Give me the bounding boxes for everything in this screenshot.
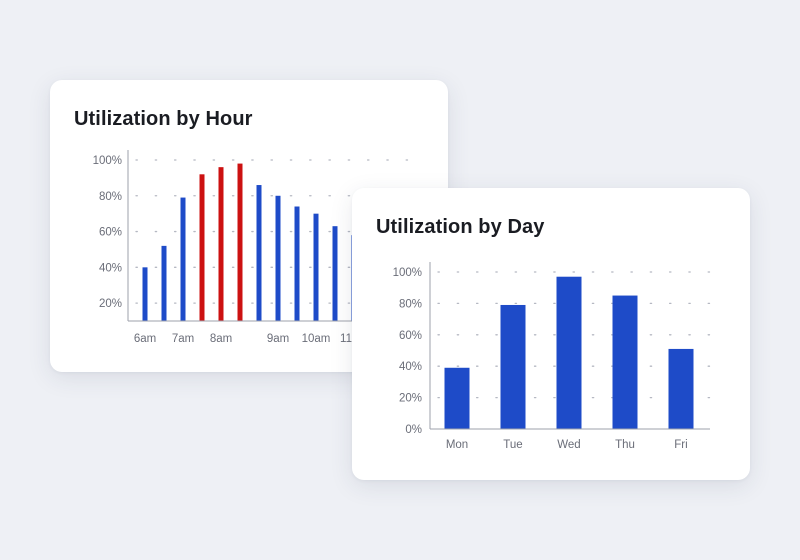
bar [256,185,262,321]
utilization-by-day-chart: 0% 20% 40% 60% 80% 100% Mon Tue Wed Thu Fri [393,262,711,451]
chart-title: Utilization by Hour [74,108,253,130]
chart-title: Utilization by Day [376,216,545,238]
utilization-by-hour-chart: 20%40%60%80%100%6am7am8am9am10am11am [93,150,411,345]
y-tick-label: 80% [99,191,122,203]
bar [313,213,319,321]
x-tick-label: Tue [503,439,522,451]
y-tick-label: 60% [99,227,122,239]
bar [556,276,582,429]
bar [275,195,281,321]
x-tick-label: 10am [302,333,331,345]
bar [332,226,338,321]
x-tick-label: Wed [557,439,580,451]
x-tick-label: Fri [674,439,687,451]
y-tick-label: 80% [399,298,422,310]
bar [218,167,224,321]
x-tick-label: 7am [172,333,194,345]
x-tick-label: Mon [446,439,468,451]
bar [161,245,167,321]
utilization-by-day-card: Utilization by Day 0% 20% 40% 60% 80% 100% Mon… [352,188,750,480]
bar [668,348,694,429]
bar [237,163,243,321]
x-tick-label: 8am [210,333,232,345]
y-tick-label: 0% [405,424,422,436]
bar [180,197,186,321]
bar [199,174,205,321]
y-tick-label: 40% [399,361,422,373]
y-tick-label: 100% [393,267,422,279]
y-tick-label: 20% [399,393,422,405]
y-tick-label: 40% [99,262,122,274]
x-tick-label: 9am [267,333,289,345]
y-tick-label: 60% [399,330,422,342]
x-tick-label: 6am [134,333,156,345]
y-tick-label: 100% [93,155,122,167]
x-tick-label: Thu [615,439,635,451]
bar [294,206,300,321]
bar [142,267,148,321]
bar [500,304,526,429]
y-tick-label: 20% [99,298,122,310]
bar [612,295,638,429]
bar [444,367,470,429]
